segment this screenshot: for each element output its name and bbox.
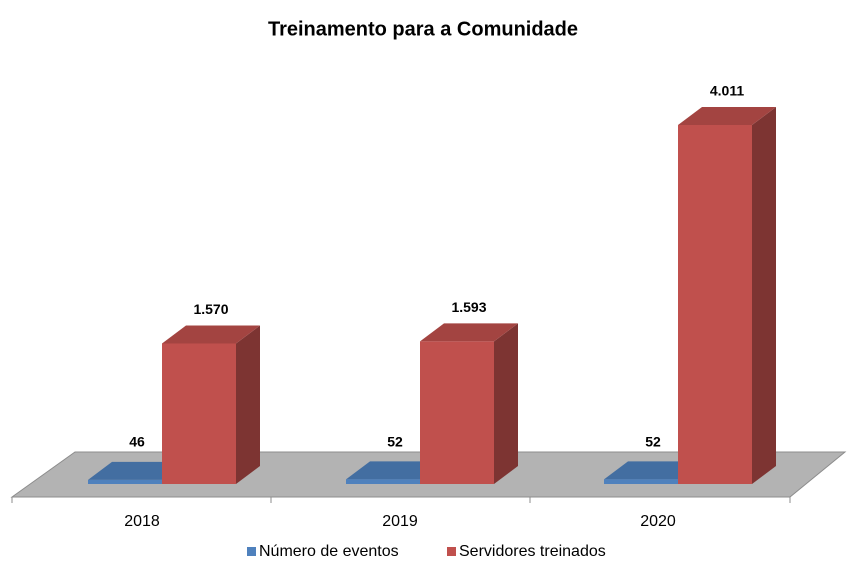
bar-side xyxy=(752,107,776,484)
data-label: 1.570 xyxy=(193,301,228,317)
bar xyxy=(162,325,260,484)
bar-top xyxy=(604,461,702,480)
bar xyxy=(420,323,518,484)
bar-side xyxy=(236,325,260,484)
data-label: 1.593 xyxy=(451,299,486,315)
legend-label: Servidores treinados xyxy=(459,543,606,560)
legend-swatch xyxy=(247,547,256,556)
bar-side xyxy=(494,323,518,484)
data-label: 46 xyxy=(129,434,145,450)
data-label: 52 xyxy=(387,434,403,450)
bar-front xyxy=(678,125,752,484)
bar-front xyxy=(88,479,162,484)
bar-top xyxy=(162,325,260,344)
bar xyxy=(678,107,776,484)
bar-top xyxy=(88,461,186,480)
bar-front xyxy=(162,343,236,484)
bar-front xyxy=(420,341,494,484)
bar-top xyxy=(346,461,444,480)
axis-ticks xyxy=(11,497,791,503)
x-tick-label: 2020 xyxy=(640,513,676,530)
bar-front xyxy=(604,479,678,484)
bar-top xyxy=(678,107,776,125)
chart-title: Treinamento para a Comunidade xyxy=(268,18,578,40)
legend-swatch xyxy=(447,547,456,556)
data-label: 4.011 xyxy=(710,83,744,99)
bar-top xyxy=(420,323,518,342)
legend-label: Número de eventos xyxy=(259,543,399,560)
bar-front xyxy=(346,479,420,484)
x-tick-label: 2018 xyxy=(124,513,160,530)
data-label: 52 xyxy=(645,434,661,450)
x-tick-label: 2019 xyxy=(382,513,418,530)
